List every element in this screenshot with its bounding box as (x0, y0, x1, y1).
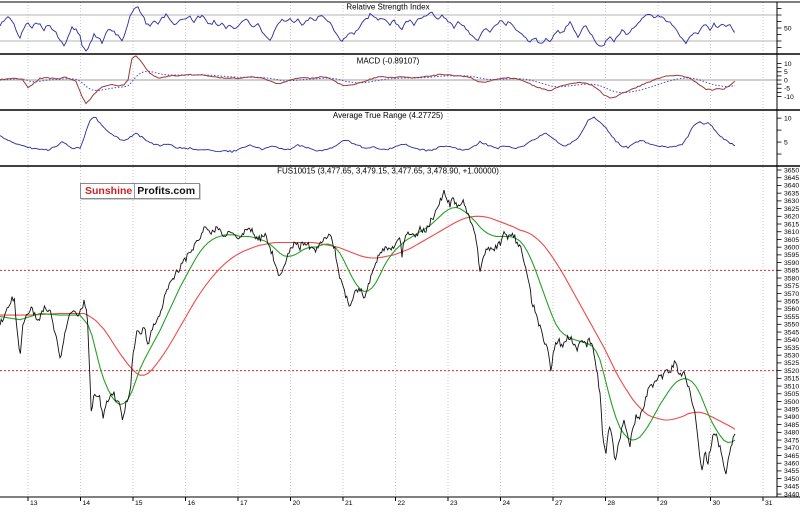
price-axis-label: 3465 (784, 453, 799, 460)
panel-title-macd: MACD (-0.89107) (357, 57, 420, 66)
axis-label: 5 (784, 139, 788, 146)
price-axis-label: 3490 (784, 414, 799, 421)
day-label: 14 (83, 500, 91, 507)
axis-label: 0 (784, 77, 788, 84)
price-axis-label: 3460 (784, 461, 799, 468)
price-axis-label: 3545 (784, 329, 799, 336)
day-label: 23 (450, 500, 458, 507)
day-label: 13 (30, 500, 38, 507)
price-axis-label: 3500 (784, 399, 799, 406)
price-axis-label: 3440 (784, 491, 799, 498)
panel-title-price: FUS10015 (3,477.65, 3,479.15, 3,477.65, … (277, 167, 499, 176)
day-label: 30 (713, 500, 721, 507)
day-label: 24 (503, 500, 511, 507)
atr-line (0, 116, 736, 154)
price-axis-label: 3585 (784, 268, 799, 275)
price-axis-label: 3510 (784, 383, 799, 390)
axis-label: 10 (784, 61, 792, 68)
axis-label: -10 (784, 94, 794, 101)
price-axis-label: 3445 (784, 484, 799, 491)
price-axis-label: 3575 (784, 283, 799, 290)
slow-moving-average-line (0, 215, 736, 430)
brand-logo-sunshine: Sunshine (81, 184, 136, 198)
price-axis-label: 3505 (784, 391, 799, 398)
price-axis-label: 3540 (784, 337, 799, 344)
macd-signal-line (0, 70, 736, 93)
panel-frame (0, 1, 800, 498)
price-axis-label: 3650 (784, 167, 799, 174)
axis-label: -5 (784, 86, 790, 93)
price-axis-label: 3535 (784, 345, 799, 352)
price-axis-label: 3560 (784, 306, 799, 313)
grid-lines (0, 2, 777, 497)
price-axis-label: 3480 (784, 430, 799, 437)
price-axis-label: 3600 (784, 244, 799, 251)
panel-title-rsi: Relative Strength Index (346, 3, 429, 12)
day-label: 20 (293, 500, 301, 507)
price-axis-label: 3475 (784, 437, 799, 444)
price-axis-label: 3515 (784, 376, 799, 383)
price-axis-label: 3565 (784, 298, 799, 305)
price-axis-label: 3530 (784, 352, 799, 359)
series-layer (0, 6, 736, 475)
price-axis-label: 3580 (784, 275, 799, 282)
price-axis-label: 3645 (784, 175, 799, 182)
brand-logo-profits: Profits.com (137, 185, 196, 197)
price-axis-label: 3640 (784, 183, 799, 190)
price-axis-label: 3525 (784, 360, 799, 367)
price-axis-label: 3630 (784, 198, 799, 205)
axis-label: 5 (784, 69, 788, 76)
price-axis-label: 3485 (784, 422, 799, 429)
panel-title-atr: Average True Range (4.27725) (333, 111, 443, 120)
day-label: 29 (660, 500, 668, 507)
axis-label: 10 (784, 115, 792, 122)
price-axis-label: 3625 (784, 206, 799, 213)
price-axis-label: 3520 (784, 368, 799, 375)
price-axis-label: 3610 (784, 229, 799, 236)
price-axis-label: 3635 (784, 190, 799, 197)
axis-label: 50 (784, 25, 792, 32)
price-axis-label: 3550 (784, 322, 799, 329)
fast-moving-average-line (0, 206, 736, 444)
price-axis-label: 3605 (784, 237, 799, 244)
day-label: 31 (765, 500, 773, 507)
brand-logo: Sunshine Profits.com (80, 183, 201, 199)
price-line (0, 189, 736, 475)
rsi-line (0, 6, 735, 52)
macd-line (0, 55, 736, 105)
price-axis-label: 3495 (784, 406, 799, 413)
price-axis-label: 3615 (784, 221, 799, 228)
day-label: 15 (135, 500, 143, 507)
price-axis-label: 3620 (784, 214, 799, 221)
day-label: 21 (345, 500, 353, 507)
price-axis-label: 3555 (784, 314, 799, 321)
price-axis-label: 3590 (784, 260, 799, 267)
day-label: 28 (608, 500, 616, 507)
day-label: 22 (398, 500, 406, 507)
axis-labels: 13 14 15 16 17 20 21 22 23 24 27 28 29 30 31501050-5-1… (27, 1, 799, 507)
price-axis-label: 3470 (784, 445, 799, 452)
price-axis-label: 3455 (784, 468, 799, 475)
day-label: 17 (240, 500, 248, 507)
day-label: 16 (188, 500, 196, 507)
price-axis-label: 3570 (784, 291, 799, 298)
price-axis-label: 3450 (784, 476, 799, 483)
price-axis-label: 3595 (784, 252, 799, 259)
day-label: 27 (555, 500, 563, 507)
